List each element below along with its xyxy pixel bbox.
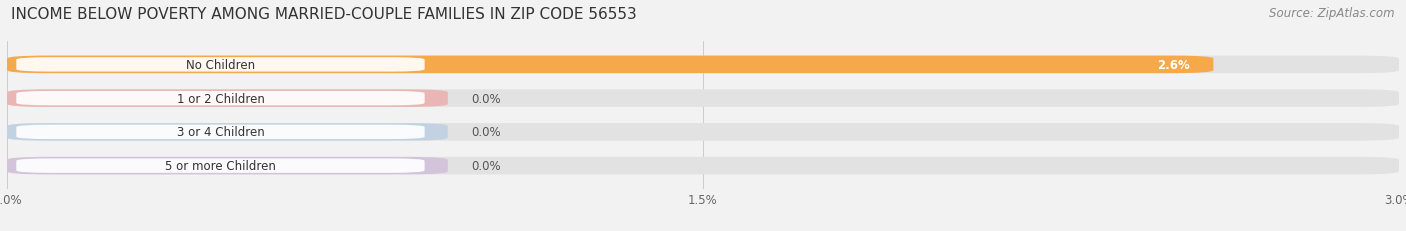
Text: No Children: No Children [186, 59, 254, 72]
FancyBboxPatch shape [7, 56, 1399, 74]
FancyBboxPatch shape [17, 91, 425, 106]
FancyBboxPatch shape [7, 157, 1399, 175]
FancyBboxPatch shape [17, 159, 425, 173]
FancyBboxPatch shape [7, 90, 447, 107]
Text: 2.6%: 2.6% [1157, 59, 1191, 72]
FancyBboxPatch shape [17, 125, 425, 140]
Text: 0.0%: 0.0% [471, 92, 501, 105]
FancyBboxPatch shape [7, 124, 1399, 141]
FancyBboxPatch shape [7, 56, 1213, 74]
Text: INCOME BELOW POVERTY AMONG MARRIED-COUPLE FAMILIES IN ZIP CODE 56553: INCOME BELOW POVERTY AMONG MARRIED-COUPL… [11, 7, 637, 22]
Text: 3 or 4 Children: 3 or 4 Children [177, 126, 264, 139]
Text: 5 or more Children: 5 or more Children [165, 159, 276, 172]
FancyBboxPatch shape [17, 58, 425, 72]
FancyBboxPatch shape [7, 90, 1399, 107]
Text: Source: ZipAtlas.com: Source: ZipAtlas.com [1270, 7, 1395, 20]
Text: 0.0%: 0.0% [471, 126, 501, 139]
FancyBboxPatch shape [7, 157, 447, 175]
Text: 1 or 2 Children: 1 or 2 Children [177, 92, 264, 105]
FancyBboxPatch shape [7, 124, 447, 141]
Text: 0.0%: 0.0% [471, 159, 501, 172]
